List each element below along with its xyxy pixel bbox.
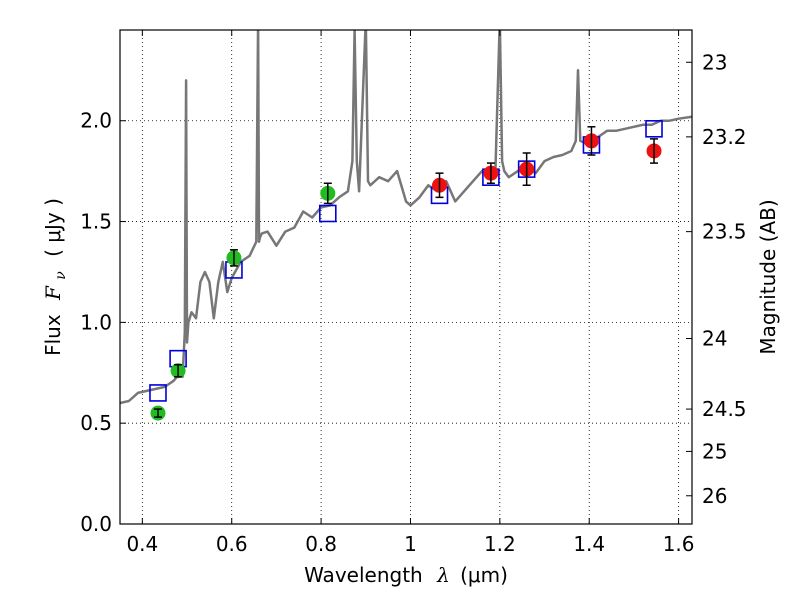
right-tick-label: 24: [702, 326, 727, 350]
right-tick-label: 25: [702, 439, 727, 463]
model-photometry-square: [645, 120, 663, 138]
model-photometry-square: [149, 384, 167, 402]
y-axis-label: Flux F ν ( μJy ): [41, 198, 70, 356]
x-axis-label-unit: (μm): [460, 563, 508, 587]
x-tick-label: 0.6: [216, 532, 248, 556]
x-tick-label: 0.4: [126, 532, 158, 556]
y-axis-label-subscript: ν: [53, 271, 69, 280]
x-tick-label: 1: [404, 532, 417, 556]
plot-frame: [119, 29, 693, 525]
x-tick-label: 1.2: [484, 532, 516, 556]
x-axis-label-symbol: λ: [436, 563, 450, 587]
right-tick-label: 26: [702, 484, 727, 508]
x-tick-label: 0.8: [305, 532, 337, 556]
x-tick-label: 1.6: [663, 532, 695, 556]
x-axis-label: Wavelength λ (μm): [304, 563, 508, 587]
right-tick-label: 23.2: [702, 125, 747, 149]
y-axis-label-unit: ( μJy ): [41, 198, 65, 257]
axis-ticks: 0.4 0.6 0.8 1 1.2 1.4 1.6 0.0 0.5 1.0 1.5 2.0 23 23.2…: [80, 30, 747, 556]
model-photometry-square: [318, 204, 337, 223]
right-tick-label: 23: [702, 50, 727, 74]
right-axis-label: Magnitude (AB): [756, 199, 780, 354]
y-tick-label: 0.5: [80, 411, 112, 435]
model-spectrum-line: [120, 30, 692, 405]
y-tick-label: 1.0: [80, 310, 112, 334]
x-tick-label: 1.4: [573, 532, 605, 556]
y-axis-label-symbol: F: [41, 285, 65, 301]
data-points: [149, 120, 663, 421]
y-axis-label-text: Flux: [41, 314, 65, 356]
right-tick-label: 23.5: [702, 220, 747, 244]
right-tick-label: 24.5: [702, 397, 747, 421]
y-tick-label: 1.5: [80, 210, 112, 234]
x-axis-label-text: Wavelength: [304, 563, 423, 587]
y-tick-label: 0.0: [80, 512, 112, 536]
y-tick-label: 2.0: [80, 109, 112, 133]
